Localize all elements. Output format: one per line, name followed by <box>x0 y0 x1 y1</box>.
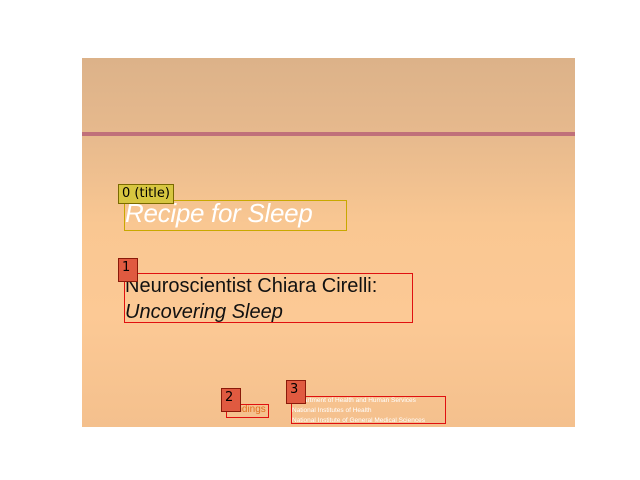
subtitle-line-2: Uncovering Sleep <box>125 301 283 323</box>
title-annotation-tag: 0 (title) <box>118 184 174 204</box>
agency-credits[interactable]: Department of Health and Human Services … <box>292 396 425 426</box>
subtitle-line-1: Neuroscientist Chiara Cirelli: <box>125 275 378 297</box>
logo-annotation-tag: 2 <box>221 388 241 412</box>
title-annotation-box <box>124 200 347 231</box>
subtitle-annotation-box <box>124 273 413 323</box>
subtitle-annotation-tag: 1 <box>118 258 138 282</box>
agency-annotation-box <box>291 396 446 424</box>
agency-annotation-tag: 3 <box>286 380 306 404</box>
slide-subtitle[interactable]: Neuroscientist Chiara Cirelli: Uncoverin… <box>125 273 377 325</box>
findings-logo[interactable]: Findings <box>228 404 266 415</box>
agency-line-3: National Institute of General Medical Sc… <box>292 417 425 424</box>
agency-line-2: National Institutes of Health <box>292 407 372 414</box>
agency-line-1: Department of Health and Human Services <box>292 397 416 404</box>
slide: Recipe for Sleep Neuroscientist Chiara C… <box>82 58 575 427</box>
header-rule <box>82 132 575 136</box>
